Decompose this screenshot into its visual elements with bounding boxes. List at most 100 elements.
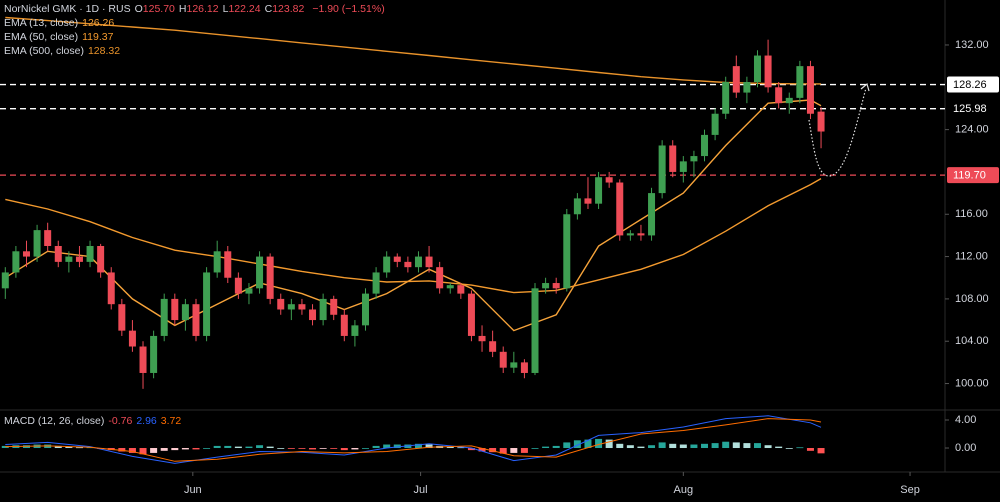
- candle-body: [256, 256, 264, 289]
- candle-body: [595, 177, 603, 204]
- candle-body: [351, 325, 359, 336]
- ohlc-key: L: [222, 3, 229, 15]
- candle-body: [499, 351, 507, 368]
- macd-histogram-bar: [192, 448, 200, 450]
- macd-line-value: 2.96: [136, 415, 157, 427]
- macd-histogram-bar: [510, 448, 518, 453]
- projection-arrow: [860, 82, 870, 92]
- macd-histogram-bar: [573, 440, 581, 449]
- price-level-box: [947, 76, 999, 93]
- legend-row: EMA (50, close) 119.37: [4, 30, 117, 44]
- macd-histogram-bar: [467, 448, 475, 451]
- macd-histogram-bar: [775, 446, 783, 449]
- macd-signal-value: 3.72: [160, 415, 182, 427]
- candle-body: [44, 230, 52, 246]
- macd-histogram-bar: [743, 443, 751, 449]
- macd-hist-value: -0.76: [108, 415, 133, 427]
- candle-body: [520, 362, 528, 373]
- ohlc-key: O: [134, 3, 143, 15]
- macd-histogram-bar: [351, 448, 359, 450]
- macd-histogram-bar: [616, 443, 624, 449]
- ema-line: [5, 16, 821, 85]
- candle-body: [510, 362, 518, 368]
- macd-histogram-bar: [753, 443, 761, 449]
- candle-body: [340, 314, 348, 336]
- macd-histogram-bar: [669, 443, 677, 449]
- legend-value: 119.37: [82, 31, 114, 43]
- macd-histogram-bar: [425, 444, 433, 449]
- macd-histogram-bar: [330, 448, 338, 449]
- price-level-label: 125.98: [953, 103, 987, 115]
- legend-value: 128.32: [87, 45, 121, 57]
- macd-title: MACD (12, 26, close): [4, 415, 105, 427]
- macd-histogram-bar: [65, 446, 73, 449]
- x-tick-label: Jun: [184, 484, 202, 496]
- candle-body: [489, 341, 497, 352]
- candle-body: [605, 177, 613, 183]
- macd-histogram-bar: [690, 444, 698, 449]
- candle-body: [309, 309, 317, 321]
- candle-body: [22, 251, 30, 257]
- candle-body: [192, 304, 200, 336]
- candle-body: [1, 272, 9, 289]
- y-tick-label: 112.00: [955, 250, 988, 262]
- candle-body: [775, 87, 783, 104]
- symbol: NorNickel GMK · 1D · RUS: [4, 3, 131, 15]
- ohlc-value: 122.24: [228, 3, 261, 15]
- macd-histogram-bar: [489, 448, 497, 453]
- y-tick-label: 100.00: [955, 377, 989, 389]
- y-tick-label: 116.00: [955, 208, 988, 220]
- candle-body: [690, 156, 698, 162]
- candle-body: [319, 298, 327, 321]
- projection-path: [808, 87, 867, 177]
- macd-histogram-bar: [372, 445, 380, 449]
- candle-body: [171, 298, 179, 321]
- macd-legend: MACD (12, 26, close) -0.76 2.96 3.72: [4, 414, 185, 428]
- candle-body: [425, 256, 433, 268]
- macd-histogram-bar: [563, 442, 571, 449]
- candle-body: [658, 145, 666, 194]
- candle-body: [478, 335, 486, 342]
- candle-body: [404, 261, 412, 268]
- ema-line: [5, 177, 822, 294]
- candle-body: [817, 111, 825, 132]
- y-tick-label: 132.00: [955, 39, 989, 51]
- candle-body: [711, 113, 719, 135]
- candle-body: [743, 82, 751, 93]
- y-tick-label: 108.00: [955, 293, 989, 305]
- macd-line: [5, 418, 822, 462]
- y-tick-label: 0.00: [955, 442, 976, 454]
- macd-histogram-bar: [213, 445, 221, 449]
- y-tick-label: 124.00: [955, 124, 989, 136]
- macd-histogram-bar: [128, 448, 136, 453]
- candle-body: [722, 82, 730, 114]
- macd-histogram-bar: [150, 448, 158, 453]
- price-level-label: 128.26: [953, 79, 987, 91]
- legend-row: EMA (500, close) 128.32: [4, 44, 124, 58]
- macd-histogram-bar: [309, 448, 317, 450]
- macd-histogram-bar: [160, 448, 168, 451]
- candle-body: [372, 272, 380, 294]
- candle-body: [107, 272, 115, 305]
- macd-histogram-bar: [54, 445, 62, 449]
- ema-line: [4, 99, 822, 332]
- y-tick-label: 4.00: [955, 414, 976, 426]
- macd-histogram-bar: [817, 448, 825, 454]
- macd-histogram-bar: [75, 447, 83, 449]
- ohlc-value: 125.70: [142, 3, 175, 15]
- candle-body: [414, 256, 422, 268]
- macd-histogram-bar: [319, 448, 327, 449]
- legend-name: EMA (50, close): [4, 31, 79, 43]
- candle-body: [86, 246, 94, 262]
- ohlc-values: O125.70 H126.12 L122.24 C123.82: [135, 3, 309, 15]
- ohlc-value: 123.82: [272, 3, 305, 15]
- macd-pane: [1, 415, 825, 464]
- candle-body: [616, 182, 624, 236]
- macd-histogram-bar: [531, 448, 539, 449]
- macd-histogram-bar: [764, 445, 772, 449]
- macd-histogram-bar: [552, 445, 560, 449]
- candle-body: [637, 233, 645, 236]
- candle-body: [181, 304, 189, 321]
- macd-histogram-bar: [679, 444, 687, 449]
